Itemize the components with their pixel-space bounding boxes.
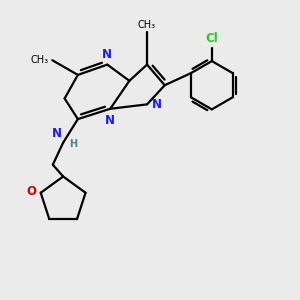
Text: Cl: Cl [206, 32, 218, 46]
Text: N: N [52, 127, 62, 140]
Text: CH₃: CH₃ [138, 20, 156, 30]
Text: N: N [105, 114, 115, 127]
Text: N: N [102, 48, 112, 61]
Text: N: N [152, 98, 162, 111]
Text: O: O [26, 185, 36, 198]
Text: CH₃: CH₃ [31, 55, 49, 65]
Text: H: H [70, 139, 78, 149]
